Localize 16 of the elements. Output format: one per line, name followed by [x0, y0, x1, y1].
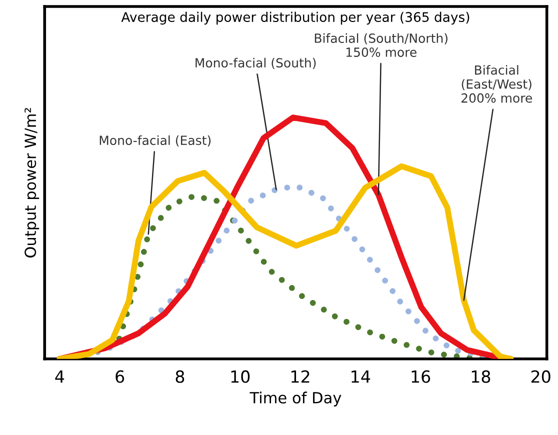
x-tick-label: 12 [291, 370, 310, 383]
x-tick-label: 16 [412, 370, 430, 383]
x-axis-title: Time of Day [250, 392, 342, 406]
x-tick-label: 20 [531, 370, 550, 383]
x-tick-label: 14 [352, 370, 370, 383]
x-tick-label: 10 [231, 370, 250, 383]
text: Mono-facial (East) [100, 135, 211, 147]
text: Bifacial (South/North) 150% more [314, 33, 448, 57]
x-tick-label: 18 [472, 370, 490, 383]
x-tick-label: 8 [176, 370, 184, 383]
x-tick-label: 6 [116, 370, 124, 383]
text: Bifacial (East/West) 200% more [461, 65, 532, 103]
chart-title: Average daily power distribution per year (365 days) [121, 12, 470, 25]
x-tick-label: 4 [55, 370, 64, 383]
y-axis-title: Output power W/m² [24, 108, 40, 258]
text: Mono-facial (South) [196, 58, 316, 69]
